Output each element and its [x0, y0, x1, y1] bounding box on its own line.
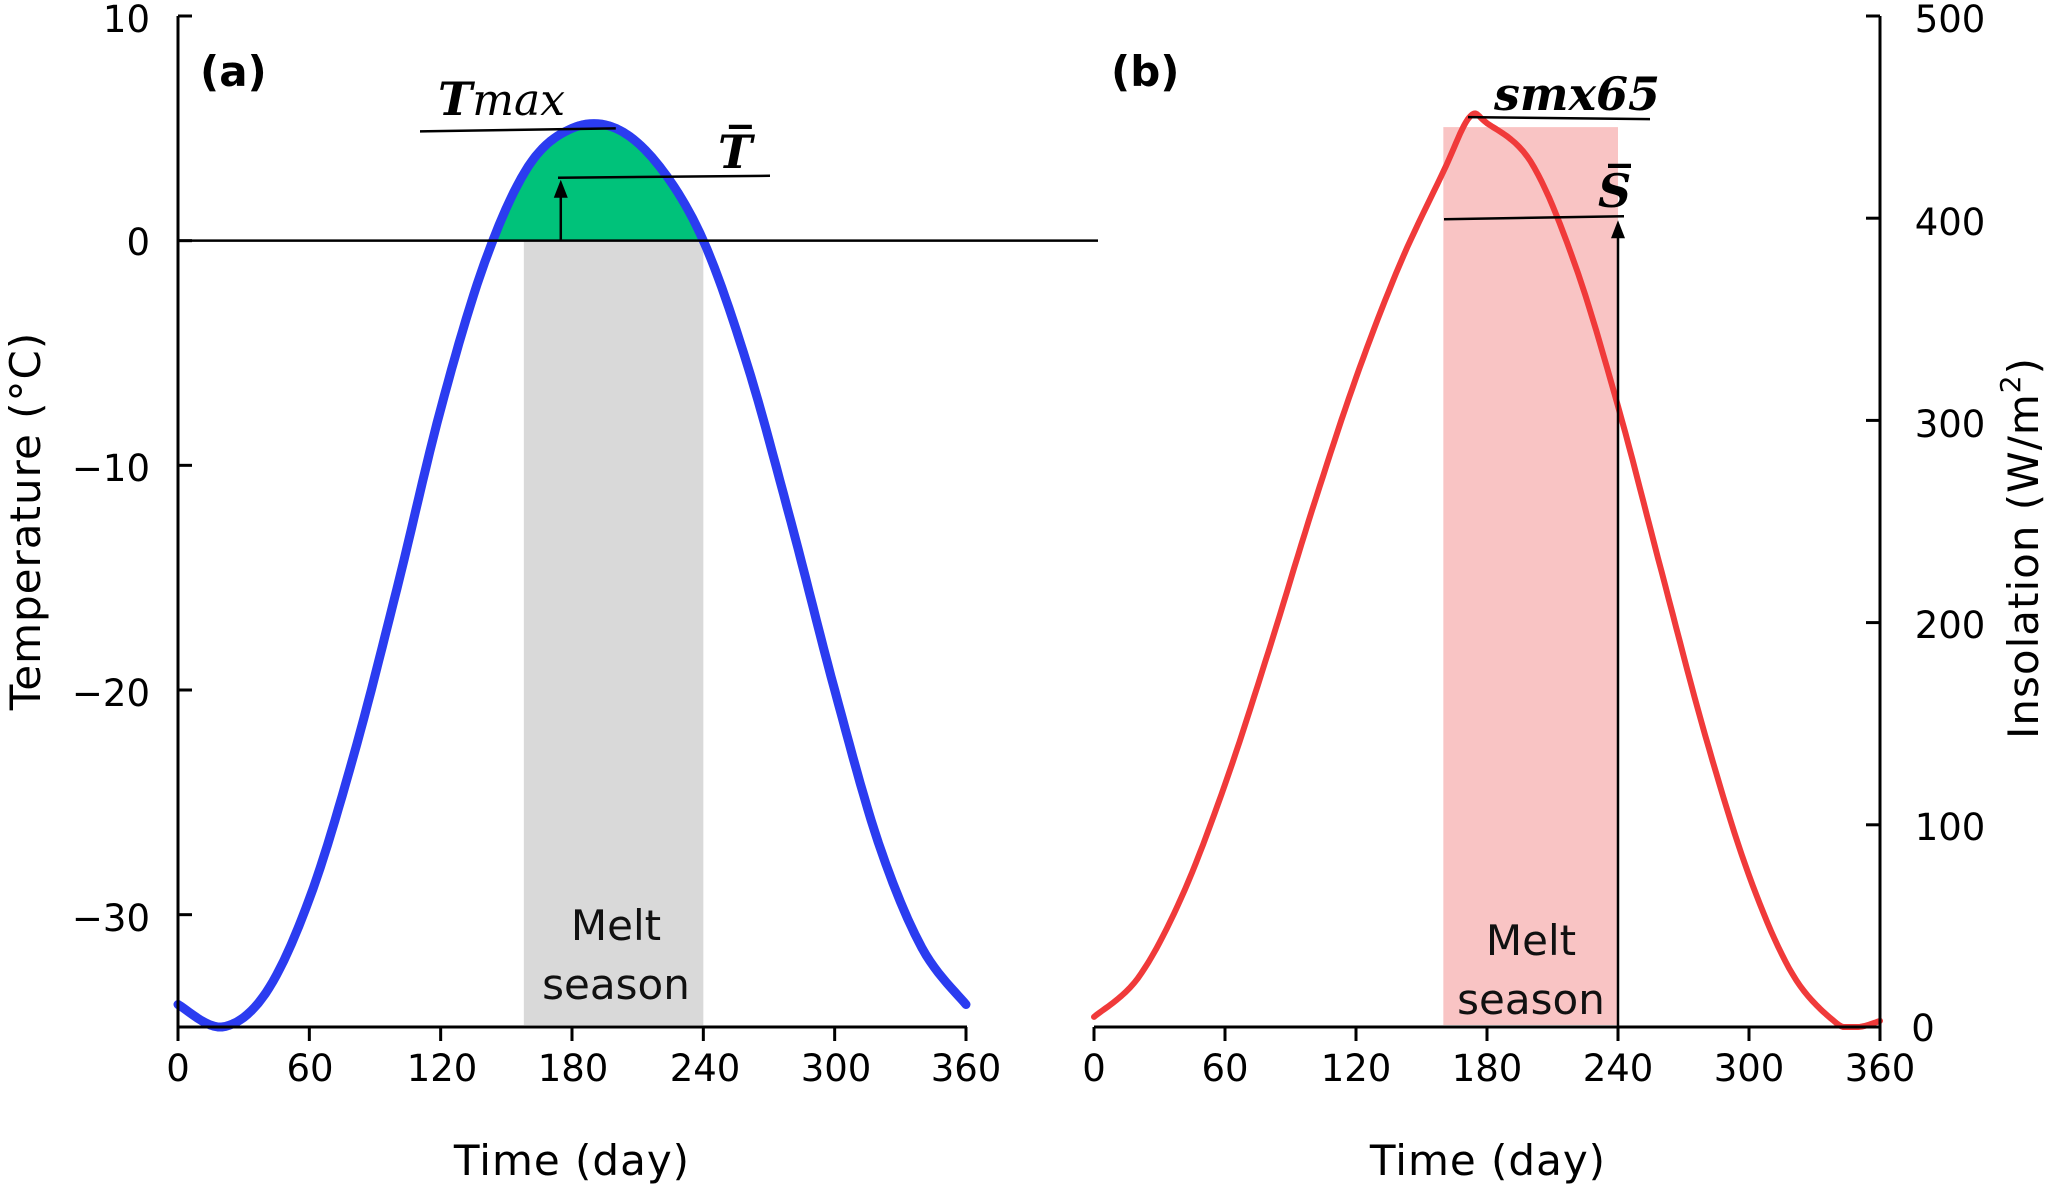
- y-tick-label-a-0: 0: [126, 221, 150, 264]
- insolation-series-line: [1091, 110, 1883, 1030]
- x-tick-label-a-300: 300: [801, 1047, 872, 1090]
- y-axis-title-b: Insolation (W/m2): [1994, 357, 2048, 739]
- y-tick-label-b-200: 200: [1915, 604, 1986, 647]
- melt-season-label-b-line2: season: [1457, 975, 1605, 1024]
- t-mean-line: [557, 174, 771, 180]
- y-tick-label-b-300: 300: [1915, 403, 1986, 446]
- melt-season-shading: [523, 240, 704, 1025]
- t-mean-label: T̅: [718, 124, 756, 179]
- x-tick-label-b-60: 60: [1201, 1047, 1248, 1090]
- x-tick-label-a-180: 180: [538, 1047, 609, 1090]
- y-tick-label-b-100: 100: [1915, 806, 1986, 849]
- x-tick-label-a-240: 240: [670, 1047, 741, 1090]
- panel-a-temperature: Tmax T̅ Melt season (a) 10 0 −10 −20 −30…: [1, 0, 1098, 1185]
- y-tick-label-a-minus30: −30: [72, 897, 150, 940]
- x-tick-label-b-180: 180: [1452, 1047, 1523, 1090]
- panel-label-b: (b): [1111, 47, 1179, 96]
- y-tick-label-a-minus10: −10: [72, 447, 150, 490]
- y-axis-title-a: Temperature (°C): [1, 332, 50, 712]
- x-tick-label-b-240: 240: [1583, 1047, 1654, 1090]
- x-axis-title-b: Time (day): [1369, 1136, 1606, 1185]
- melt-season-label-b-line1: Melt: [1486, 916, 1576, 965]
- x-tick-label-a-0: 0: [166, 1047, 190, 1090]
- x-tick-label-b-0: 0: [1082, 1047, 1106, 1090]
- panel-label-a: (a): [200, 47, 267, 96]
- x-tick-label-a-360: 360: [931, 1047, 1002, 1090]
- above-zero-fill: [495, 123, 704, 241]
- x-tick-label-b-300: 300: [1714, 1047, 1785, 1090]
- x-ticks-a: [176, 14, 968, 1041]
- y-tick-label-b-400: 400: [1915, 201, 1986, 244]
- s-mean-arrowhead: [1611, 220, 1625, 239]
- t-max-line: [419, 127, 616, 133]
- x-axis-title-a: Time (day): [453, 1136, 690, 1185]
- t-max-label: Tmax: [438, 72, 565, 126]
- melt-season-label-a-line1: Melt: [571, 901, 661, 950]
- x-tick-label-a-120: 120: [407, 1047, 478, 1090]
- x-ticks-b: [1092, 14, 1882, 1041]
- t-mean-arrowhead: [553, 179, 568, 198]
- y-tick-label-a-minus20: −20: [72, 672, 150, 715]
- y-tick-label-b-500: 500: [1915, 0, 1986, 41]
- x-tick-label-b-360: 360: [1845, 1047, 1916, 1090]
- y-tick-label-b-0: 0: [1911, 1007, 1935, 1050]
- s-mean-label: S̅: [1598, 163, 1631, 218]
- panel-b-insolation: smx65 S̅ Melt season (b) 500 400 300 200…: [1082, 0, 2048, 1185]
- x-tick-label-b-120: 120: [1321, 1047, 1392, 1090]
- smx65-line: [1467, 115, 1651, 121]
- smx65-label: smx65: [1493, 67, 1660, 121]
- y-tick-label-a-10: 10: [103, 0, 150, 41]
- s-mean-line: [1443, 214, 1625, 221]
- melt-season-shading: [1443, 127, 1618, 1026]
- x-tick-label-a-60: 60: [286, 1047, 333, 1090]
- melt-season-label-a-line2: season: [542, 960, 690, 1009]
